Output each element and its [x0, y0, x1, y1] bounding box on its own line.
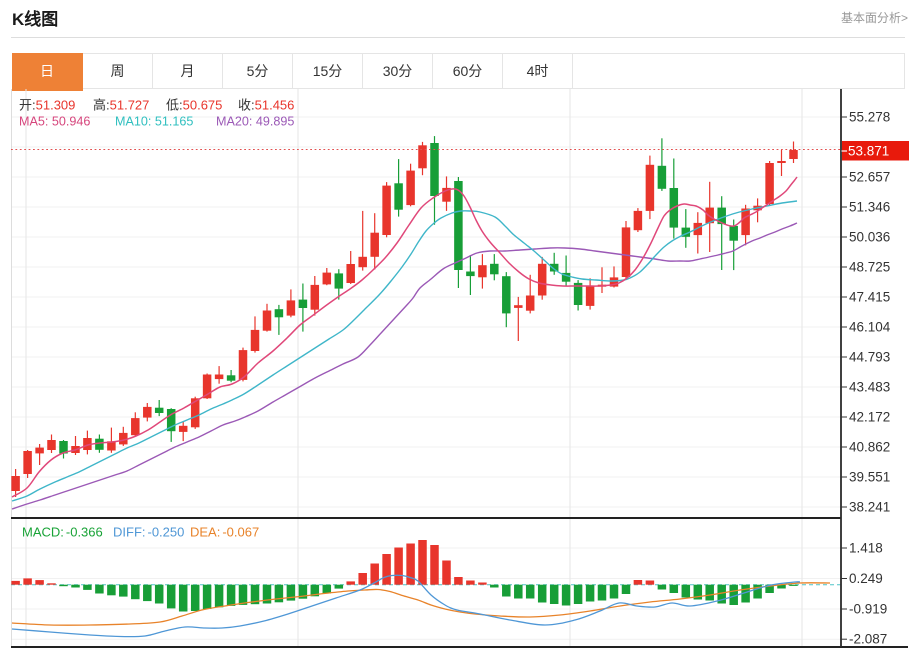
svg-text:53.871: 53.871 — [848, 144, 889, 159]
svg-text:39.551: 39.551 — [849, 470, 890, 485]
svg-text:42.172: 42.172 — [849, 410, 890, 425]
svg-text:51.346: 51.346 — [849, 200, 890, 215]
svg-text:-2.087: -2.087 — [849, 632, 887, 647]
svg-text:0.249: 0.249 — [849, 571, 883, 586]
svg-text:50.036: 50.036 — [849, 230, 890, 245]
svg-text:52.657: 52.657 — [849, 170, 890, 185]
svg-text:1.418: 1.418 — [849, 541, 883, 556]
svg-text:44.793: 44.793 — [849, 350, 890, 365]
svg-text:47.415: 47.415 — [849, 290, 890, 305]
svg-text:-0.919: -0.919 — [849, 602, 887, 617]
svg-text:40.862: 40.862 — [849, 440, 890, 455]
svg-text:55.278: 55.278 — [849, 110, 890, 125]
svg-text:46.104: 46.104 — [849, 320, 891, 335]
svg-text:48.725: 48.725 — [849, 260, 890, 275]
svg-text:43.483: 43.483 — [849, 380, 890, 395]
svg-text:38.241: 38.241 — [849, 500, 890, 515]
